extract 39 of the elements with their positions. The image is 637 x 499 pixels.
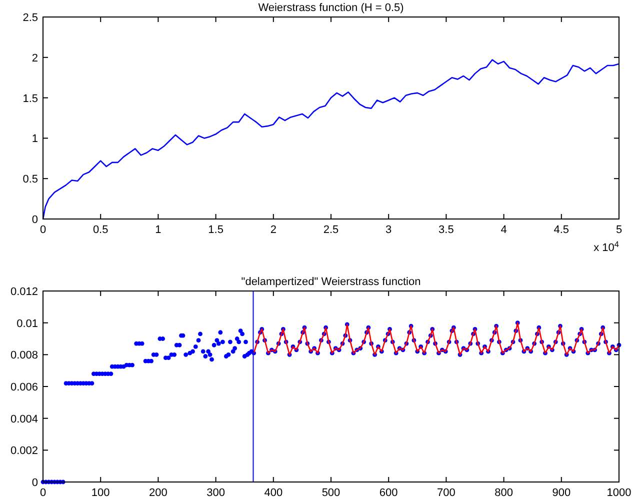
y-tick-label: 1	[32, 133, 38, 146]
y-tick-label: 0.004	[10, 413, 38, 426]
x-tick-label: 1	[155, 224, 162, 236]
x-tick-label: 2	[270, 224, 276, 236]
y-tick-label: 0.012	[10, 286, 38, 298]
x-tick-label: 0	[40, 487, 46, 499]
y-tick-label: 1.5	[22, 92, 38, 105]
text: x 10$^{4}$	[594, 240, 620, 254]
line-series	[42, 59, 620, 220]
y-tick-label: 0	[32, 477, 38, 489]
x-tick-label: 4	[500, 224, 507, 236]
x-tick-label: 4.5	[554, 224, 570, 236]
x-tick-label: 200	[149, 487, 168, 499]
x-tick-label: 700	[437, 487, 456, 499]
y-tick-label: 0.008	[10, 350, 38, 362]
x-tick-label: 100	[91, 487, 110, 499]
x-tick-label: 3.5	[438, 224, 454, 236]
x-tick-label: 2.5	[323, 224, 339, 236]
x-tick-label: 500	[322, 487, 340, 499]
x-tick-label: 1000	[606, 487, 632, 499]
chart-title: Weierstrass function (H = 0.5)	[258, 2, 404, 14]
y-tick-label: 0.01	[16, 318, 38, 330]
y-tick-label: 0.006	[10, 382, 38, 394]
y-tick-label: 2	[32, 52, 38, 64]
x-tick-label: 800	[494, 487, 513, 499]
chart-title: "delampertized" Weierstrass function	[241, 276, 421, 288]
x-tick-label: 900	[552, 487, 571, 499]
y-tick-label: 0.002	[10, 445, 38, 458]
x-tick-label: 300	[206, 487, 225, 499]
x-tick-label: 3	[386, 224, 392, 236]
x-tick-label: 0.5	[92, 224, 108, 236]
x-tick-label: 0	[40, 224, 46, 236]
x-tick-label: 400	[264, 487, 283, 499]
y-tick-label: 0.5	[22, 174, 38, 186]
x-tick-label: 5	[616, 224, 622, 236]
y-tick-label: 2.5	[22, 12, 38, 24]
x-tick-label: 600	[379, 487, 398, 499]
x-tick-label: 1.5	[208, 224, 224, 236]
y-tick-label: 0	[32, 214, 38, 226]
